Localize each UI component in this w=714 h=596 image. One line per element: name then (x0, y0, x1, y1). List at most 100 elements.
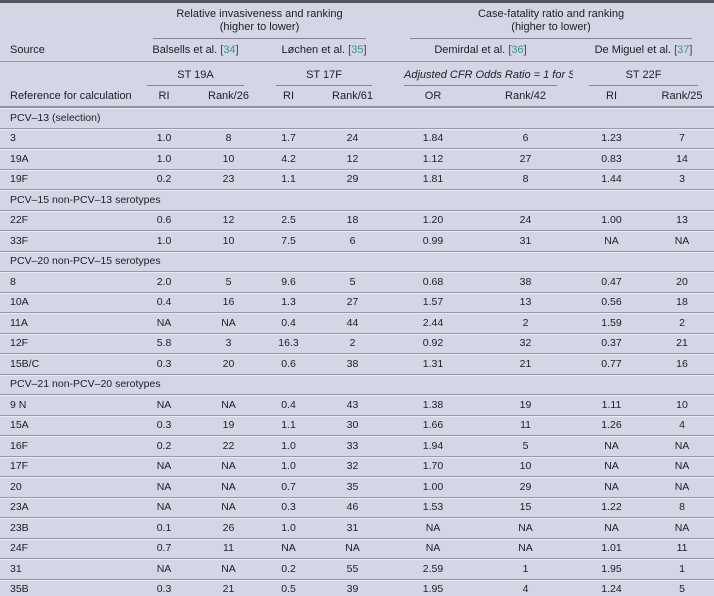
value-cell: 1 (650, 558, 714, 579)
value-cell: NA (197, 312, 260, 333)
section-header-row: PCV–15 non-PCV–13 serotypes (0, 189, 714, 210)
serotype-cell: 11A (0, 312, 131, 333)
value-cell: NA (197, 455, 260, 477)
value-cell: 39 (317, 578, 389, 596)
value-cell: 27 (478, 148, 574, 169)
table-row: 8 2.0 5 9.6 5 0.68 38 0.47 20 (0, 271, 714, 292)
value-cell: 4 (650, 414, 714, 436)
table-row: 3 1.0 8 1.7 24 1.84 6 1.23 7 (0, 127, 714, 149)
value-cell: 1.95 (573, 558, 651, 579)
source-demirdal: Demirdal et al. [36] (388, 39, 574, 62)
citation-link[interactable]: 35 (351, 44, 364, 56)
value-cell: 1.0 (260, 517, 317, 538)
value-cell: NA (131, 496, 197, 518)
value-cell: 0.3 (131, 578, 197, 596)
value-cell: 1.20 (388, 209, 479, 231)
value-cell: 0.7 (131, 537, 197, 559)
source-label: Source (0, 39, 131, 62)
citation-bracket: [ (674, 44, 678, 56)
section-header-row: PCV–20 non-PCV–15 serotypes (0, 250, 714, 272)
value-cell: 10 (197, 230, 260, 251)
value-cell: 1.38 (388, 394, 479, 415)
value-cell: 5 (650, 578, 714, 596)
value-cell: NA (131, 455, 197, 477)
citation-bracket: [ (508, 44, 512, 56)
table-row: 22F 0.6 12 2.5 18 1.20 24 1.00 13 (0, 209, 714, 231)
value-cell: 8 (650, 496, 714, 518)
st-19a-cell: ST 19A (131, 62, 260, 86)
value-cell: 19 (197, 414, 260, 436)
metric-header-rank25: Rank/25 (650, 86, 714, 108)
serotype-cell: 22F (0, 209, 131, 231)
value-cell: 0.56 (573, 291, 651, 313)
value-cell: NA (388, 537, 479, 559)
value-cell: 46 (317, 496, 389, 518)
value-cell: 31 (478, 230, 574, 251)
value-cell: 27 (317, 291, 389, 313)
serotype-cell: 35B (0, 578, 131, 596)
table-row: 15A 0.3 19 1.1 30 1.66 11 1.26 4 (0, 414, 714, 436)
value-cell: 5 (197, 271, 260, 292)
table-row: 12F 5.8 3 16.3 2 0.92 32 0.37 21 (0, 332, 714, 354)
table-body: PCV–13 (selection) 3 1.0 8 1.7 24 1.84 6 1.23 7 19… (0, 106, 714, 596)
value-cell: 1.7 (260, 127, 317, 149)
group-invasiveness-subtitle: (higher to lower) (219, 21, 300, 33)
value-cell: 10 (478, 455, 574, 477)
citation-link[interactable]: 34 (223, 44, 236, 56)
value-cell: NA (388, 517, 479, 538)
table-row: 35B 0.3 21 0.5 39 1.95 4 1.24 5 (0, 578, 714, 596)
value-cell: 29 (317, 168, 389, 190)
table-row: 20 NA NA 0.7 35 1.00 29 NA NA (0, 476, 714, 497)
value-cell: 12 (317, 148, 389, 169)
value-cell: 2 (478, 312, 574, 333)
table-row: 31 NA NA 0.2 55 2.59 1 1.95 1 (0, 558, 714, 579)
table-row: 19F 0.2 23 1.1 29 1.81 8 1.44 3 (0, 168, 714, 190)
value-cell: 11 (478, 414, 574, 436)
value-cell: 8 (197, 127, 260, 149)
citation-bracket: ] (689, 44, 693, 56)
serotype-cell: 12F (0, 332, 131, 354)
value-cell: NA (131, 558, 197, 579)
metric-header-rank26: Rank/26 (197, 86, 260, 108)
spacer-cell (0, 62, 131, 87)
value-cell: 7 (650, 127, 714, 149)
metric-header-or: OR (388, 86, 479, 108)
group-invasiveness-title: Relative invasiveness and ranking (176, 8, 343, 20)
value-cell: 1.53 (388, 496, 479, 518)
value-cell: 11 (197, 537, 260, 559)
citation-link[interactable]: 37 (677, 44, 690, 56)
value-cell: NA (478, 517, 574, 538)
value-cell: 24 (478, 209, 574, 231)
value-cell: NA (131, 394, 197, 415)
group-case-fatality-title: Case-fatality ratio and ranking (477, 8, 625, 20)
value-cell: 1.94 (388, 435, 479, 456)
value-cell: NA (573, 435, 651, 456)
value-cell: NA (260, 537, 317, 559)
metric-header-rank42: Rank/42 (478, 86, 574, 108)
source-name: Løchen et al. (281, 44, 346, 56)
value-cell: 0.6 (260, 353, 317, 374)
value-cell: 38 (317, 353, 389, 374)
value-cell: NA (650, 517, 714, 538)
value-cell: 12 (197, 209, 260, 231)
table-row: 11A NA NA 0.4 44 2.44 2 1.59 2 (0, 312, 714, 333)
citation-link[interactable]: 36 (511, 44, 524, 56)
metric-header-ri-2: RI (260, 86, 317, 108)
value-cell: NA (650, 476, 714, 497)
value-cell: 32 (478, 332, 574, 354)
value-cell: 0.77 (573, 353, 651, 374)
value-cell: 30 (317, 414, 389, 436)
value-cell: 29 (478, 476, 574, 497)
value-cell: 1.81 (388, 168, 479, 190)
value-cell: 1.57 (388, 291, 479, 313)
table-row: 15B/C 0.3 20 0.6 38 1.31 21 0.77 16 (0, 353, 714, 374)
value-cell: 1.01 (573, 537, 651, 559)
value-cell: 44 (317, 312, 389, 333)
serotype-cell: 16F (0, 435, 131, 456)
serotype-cell: 31 (0, 558, 131, 579)
value-cell: 0.3 (131, 414, 197, 436)
value-cell: 3 (650, 168, 714, 190)
value-cell: 2.59 (388, 558, 479, 579)
value-cell: 0.83 (573, 148, 651, 169)
value-cell: NA (573, 517, 651, 538)
